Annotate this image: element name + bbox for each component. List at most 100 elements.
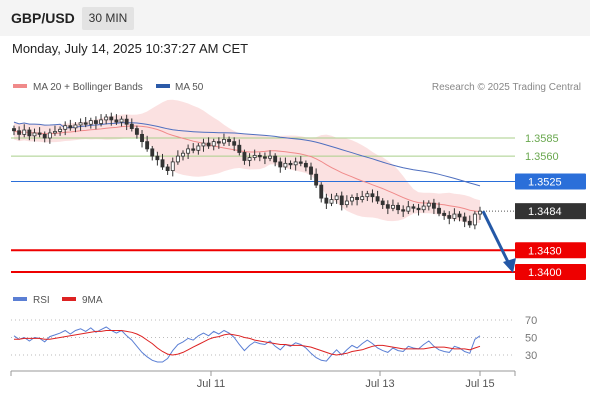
candle [375, 190, 380, 204]
candle [78, 118, 83, 131]
candle-body [350, 196, 354, 202]
legend-rsi-swatch [13, 297, 27, 301]
candle-body [114, 119, 119, 123]
candle [426, 200, 431, 211]
legend-ma50-swatch [156, 84, 170, 88]
candle-body [385, 204, 390, 209]
candle-body [252, 154, 257, 158]
level-label-1.3560: 1.3560 [525, 151, 559, 163]
last-price-label: 1.3484 [528, 206, 562, 218]
candle [134, 125, 139, 139]
candle-body [68, 125, 73, 129]
candle-body [175, 155, 180, 163]
candle [411, 203, 416, 213]
candle [88, 117, 93, 129]
symbol-title: GBP/USD [11, 10, 75, 26]
candle-body [22, 129, 27, 135]
candle [437, 202, 441, 217]
candle-body [32, 132, 37, 137]
bollinger-band-area [14, 99, 480, 224]
candle [150, 145, 155, 161]
candle [175, 150, 180, 165]
candle [401, 205, 406, 217]
candle [12, 125, 16, 136]
candle-body [150, 148, 155, 157]
candle-body [119, 118, 124, 123]
forecast-arrow [481, 210, 516, 273]
level-tag-1.3400 [515, 264, 586, 280]
candle [186, 144, 191, 160]
candle-body [442, 212, 447, 216]
level-labels: 1.3585 1.3560 1.3525 1.3430 1.3400 1.3484 [515, 133, 586, 280]
candle [385, 200, 390, 215]
level-tag-1.3430 [515, 242, 586, 259]
candle [329, 193, 334, 207]
candle [457, 211, 462, 222]
candle [319, 182, 324, 203]
candle-body [344, 200, 349, 206]
candle-body [462, 216, 467, 222]
candle-body [375, 196, 380, 202]
candle-body [431, 202, 436, 209]
rsi-level-label-70: 70 [525, 315, 537, 327]
candle [145, 135, 150, 152]
levels [11, 137, 515, 273]
candle [32, 128, 37, 142]
level-label-1.3525: 1.3525 [528, 176, 562, 188]
candle-body [288, 162, 293, 166]
candle-body [196, 145, 201, 151]
candle [339, 191, 344, 211]
datetime-label: Monday, July 14, 2025 10:37:27 AM CET [12, 41, 249, 56]
forecast-arrow-head [503, 258, 516, 273]
candle [314, 168, 319, 188]
candle-body [472, 213, 477, 226]
candle [196, 143, 201, 155]
timeframe-button[interactable]: 30 MIN [82, 7, 134, 30]
credit-label: Research © 2025 Trading Central [432, 82, 581, 93]
candle-body [247, 157, 252, 161]
candle-body [73, 124, 78, 129]
level-label-1.3585: 1.3585 [525, 133, 559, 145]
candle-body [457, 213, 462, 218]
candle [242, 149, 247, 165]
candle [273, 153, 278, 167]
candle-body [406, 206, 411, 212]
candle-body [155, 155, 160, 161]
ma50-line [13, 121, 481, 187]
candle-body [426, 202, 431, 207]
candle [129, 118, 134, 132]
header-bar: GBP/USD 30 MIN [0, 0, 590, 36]
candle [344, 195, 349, 208]
candle-body [78, 122, 83, 126]
candle [262, 152, 267, 165]
candle [303, 160, 308, 172]
candle-body [165, 166, 170, 171]
candle [22, 124, 27, 138]
candle-body [365, 193, 370, 198]
candle [222, 133, 226, 146]
candle [17, 126, 22, 141]
candle [391, 199, 395, 212]
candle-body [324, 197, 329, 204]
candle-body [37, 132, 42, 135]
candle [227, 136, 232, 146]
bollinger-band [14, 99, 480, 224]
candle-body [27, 129, 32, 137]
candle [63, 121, 68, 136]
candle [68, 119, 73, 131]
candle-body [104, 116, 109, 121]
candle [478, 206, 482, 220]
ma20-line [13, 125, 481, 213]
candle [104, 114, 109, 125]
candle-body [83, 122, 88, 125]
candle-body [201, 142, 206, 147]
candle-body [88, 120, 93, 125]
candle-body [293, 161, 298, 166]
candle-body [283, 162, 288, 168]
candle-body [42, 133, 47, 139]
candle-body [53, 131, 57, 134]
candle-body [278, 161, 283, 168]
candle-body [401, 209, 406, 212]
candle-body [360, 196, 365, 200]
candle [447, 211, 452, 225]
